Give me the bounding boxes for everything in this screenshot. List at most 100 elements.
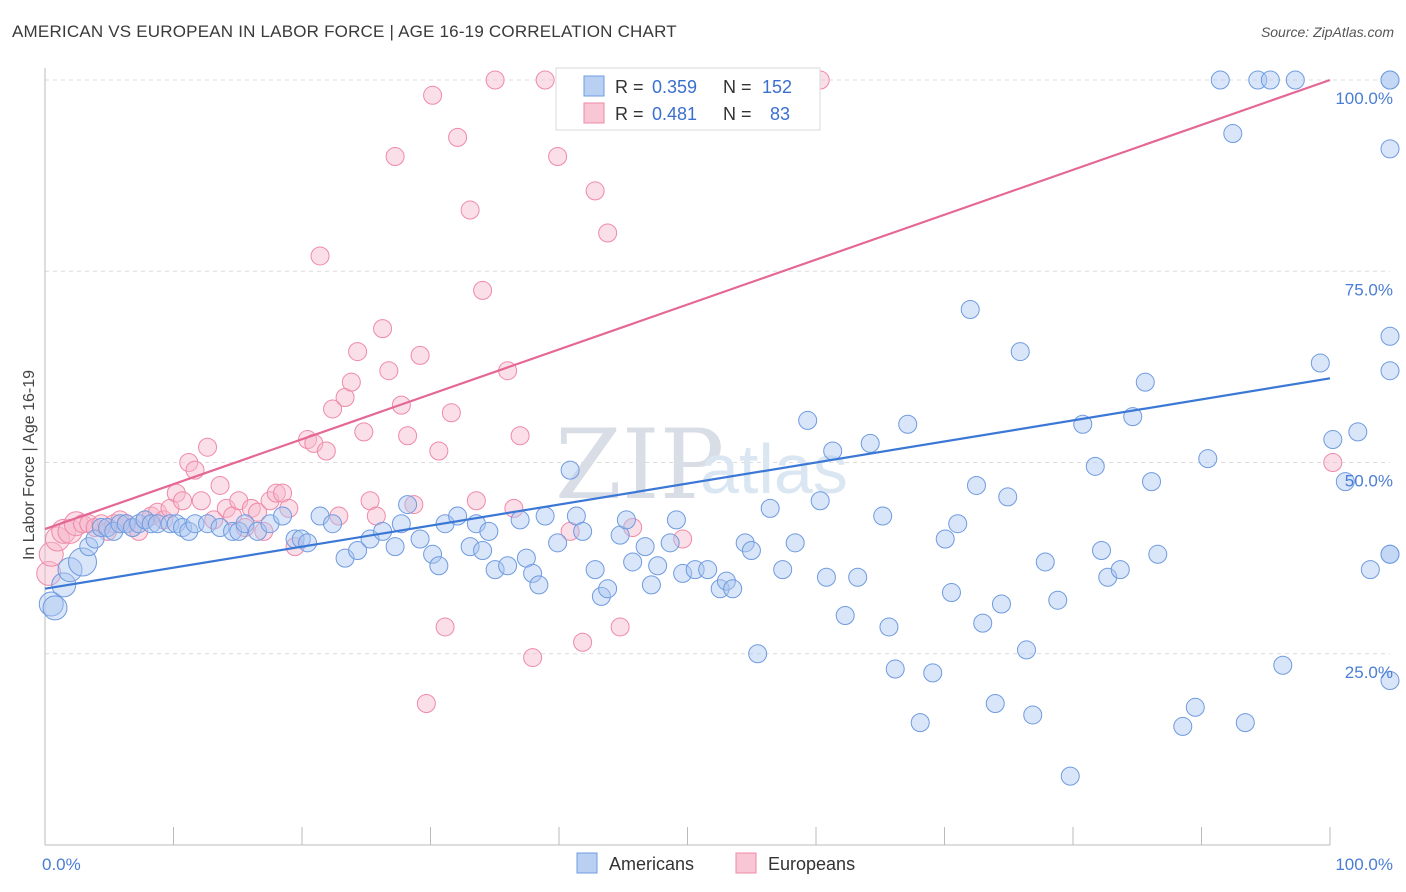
americans-point <box>79 537 99 557</box>
americans-point <box>848 567 868 587</box>
americans-point <box>1023 705 1043 725</box>
axes <box>44 68 1331 846</box>
americans-point <box>42 595 68 621</box>
americans-point <box>38 591 64 617</box>
europeans-swatch <box>583 102 605 124</box>
americans-point <box>1148 544 1168 564</box>
americans-point <box>823 441 843 461</box>
americans-point <box>210 518 230 538</box>
americans-point <box>873 506 893 526</box>
europeans-point <box>398 426 418 446</box>
americans-point <box>1135 372 1155 392</box>
americans-swatch <box>583 75 605 97</box>
americans-point <box>1092 540 1112 560</box>
europeans-point <box>535 70 555 90</box>
x-tick-labels: 0.0% 100.0% <box>42 855 1393 874</box>
americans-point <box>1380 544 1400 564</box>
americans-point <box>816 567 836 587</box>
europeans-point <box>523 648 543 668</box>
americans-point <box>1235 713 1255 733</box>
americans-point <box>510 510 530 530</box>
europeans-trend-line <box>44 78 1331 531</box>
y-tick-label: 50.0% <box>1345 472 1393 491</box>
americans-point <box>1273 655 1293 675</box>
americans-point <box>1198 449 1218 469</box>
x-tick-label-max: 100.0% <box>1335 855 1393 874</box>
americans-point <box>198 514 218 534</box>
americans-point <box>1185 697 1205 717</box>
americans-trend-line <box>44 377 1331 590</box>
europeans-point <box>173 491 193 511</box>
americans-point <box>623 552 643 572</box>
europeans-point <box>73 514 93 534</box>
americans-point <box>735 533 755 553</box>
americans-point <box>160 514 180 534</box>
americans-point <box>666 510 686 530</box>
europeans-point <box>410 345 430 365</box>
europeans-point <box>510 426 530 446</box>
gridlines <box>45 79 1390 655</box>
europeans-point <box>485 70 505 90</box>
americans-point <box>723 579 743 599</box>
americans-point <box>1010 342 1030 362</box>
americans-point <box>423 544 443 564</box>
americans-point <box>1380 326 1400 346</box>
americans-point <box>1260 70 1280 90</box>
series-legend: Americans Europeans <box>576 852 855 874</box>
y-tick-label: 25.0% <box>1345 663 1393 682</box>
americans-point <box>1380 361 1400 381</box>
europeans-point <box>585 181 605 201</box>
americans-point <box>529 575 549 595</box>
americans-point <box>1223 124 1243 144</box>
americans-point <box>585 560 605 580</box>
europeans-point <box>373 319 393 339</box>
europeans-point <box>573 632 593 652</box>
europeans-point <box>435 617 455 637</box>
americans-point <box>966 475 986 495</box>
americans-point <box>1360 560 1380 580</box>
americans-point <box>573 521 593 541</box>
americans-point <box>785 533 805 553</box>
r-label-europeans: R = <box>615 104 644 124</box>
legend-europeans-swatch <box>735 852 757 874</box>
europeans-point <box>316 441 336 461</box>
europeans-point <box>379 361 399 381</box>
europeans-point <box>254 521 274 541</box>
americans-point <box>635 537 655 557</box>
legend-americans-swatch <box>576 852 598 874</box>
americans-point <box>1142 472 1162 492</box>
americans-point <box>473 540 493 560</box>
americans-point <box>535 506 555 526</box>
americans-point <box>716 571 736 591</box>
americans-point <box>748 644 768 664</box>
americans-point <box>1060 766 1080 786</box>
europeans-point <box>279 498 299 518</box>
trend-lines <box>44 78 1331 590</box>
americans-point <box>898 414 918 434</box>
americans-point <box>429 556 449 576</box>
americans-point <box>179 521 199 541</box>
n-label-americans: N = <box>723 77 752 97</box>
europeans-point <box>404 495 424 515</box>
y-axis-title: In Labor Force | Age 16-19 <box>21 370 38 560</box>
americans-point <box>548 533 568 553</box>
americans-point <box>798 410 818 430</box>
americans-point <box>673 563 693 583</box>
europeans-point <box>154 510 174 530</box>
americans-point <box>498 556 518 576</box>
europeans-point <box>423 85 443 105</box>
americans-point <box>273 506 293 526</box>
n-value-americans: 152 <box>762 77 792 97</box>
y-tick-label: 100.0% <box>1335 89 1393 108</box>
europeans-point <box>310 246 330 266</box>
europeans-point <box>210 475 230 495</box>
americans-point <box>935 529 955 549</box>
europeans-point <box>429 441 449 461</box>
europeans-point <box>610 617 630 637</box>
n-value-europeans: 83 <box>770 104 790 124</box>
europeans-point <box>354 422 374 442</box>
europeans-point <box>466 491 486 511</box>
europeans-point <box>248 502 268 522</box>
americans-point <box>1323 430 1343 450</box>
europeans-point <box>329 506 349 526</box>
